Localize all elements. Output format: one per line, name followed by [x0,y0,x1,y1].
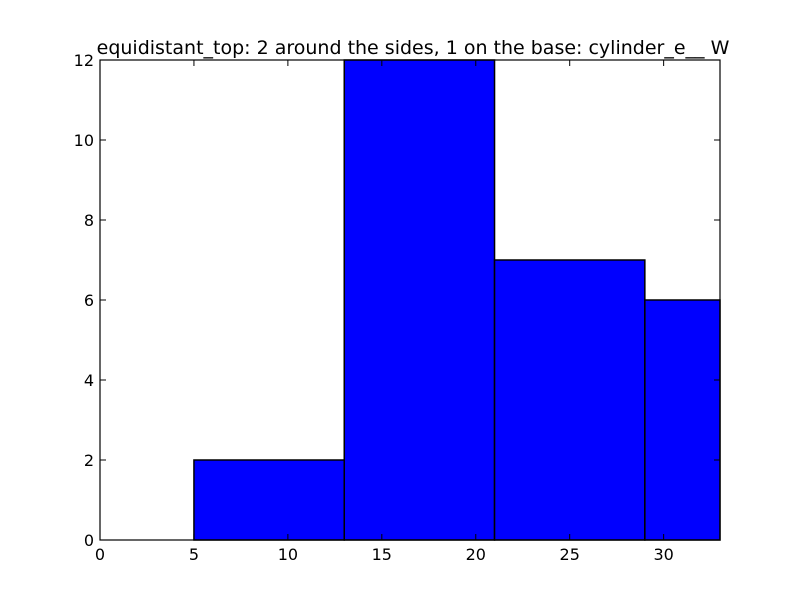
x-tick-label: 25 [560,545,580,564]
x-tick-label: 20 [466,545,486,564]
histogram-bar [343,59,496,541]
plot-area: 0 5 10 15 20 25 30 0 2 4 6 8 10 12 [74,51,721,564]
x-tick-label: 30 [653,545,673,564]
x-tick-label: 5 [189,545,199,564]
y-tick-label: 0 [84,531,94,550]
y-tick-label: 2 [84,451,94,470]
histogram-bar [193,459,345,541]
y-tick-label: 12 [74,51,94,70]
x-tick-label: 0 [95,545,105,564]
y-tick-label: 6 [84,291,94,310]
x-tick-label: 10 [278,545,298,564]
chart-title: equidistant_top: 2 around the sides, 1 o… [97,37,730,59]
y-tick-label: 4 [84,371,94,390]
histogram-bar [493,259,646,541]
y-tick-label: 8 [84,211,94,230]
histogram-bar [644,299,721,541]
y-tick-label: 10 [74,131,94,150]
x-tick-label: 15 [372,545,392,564]
